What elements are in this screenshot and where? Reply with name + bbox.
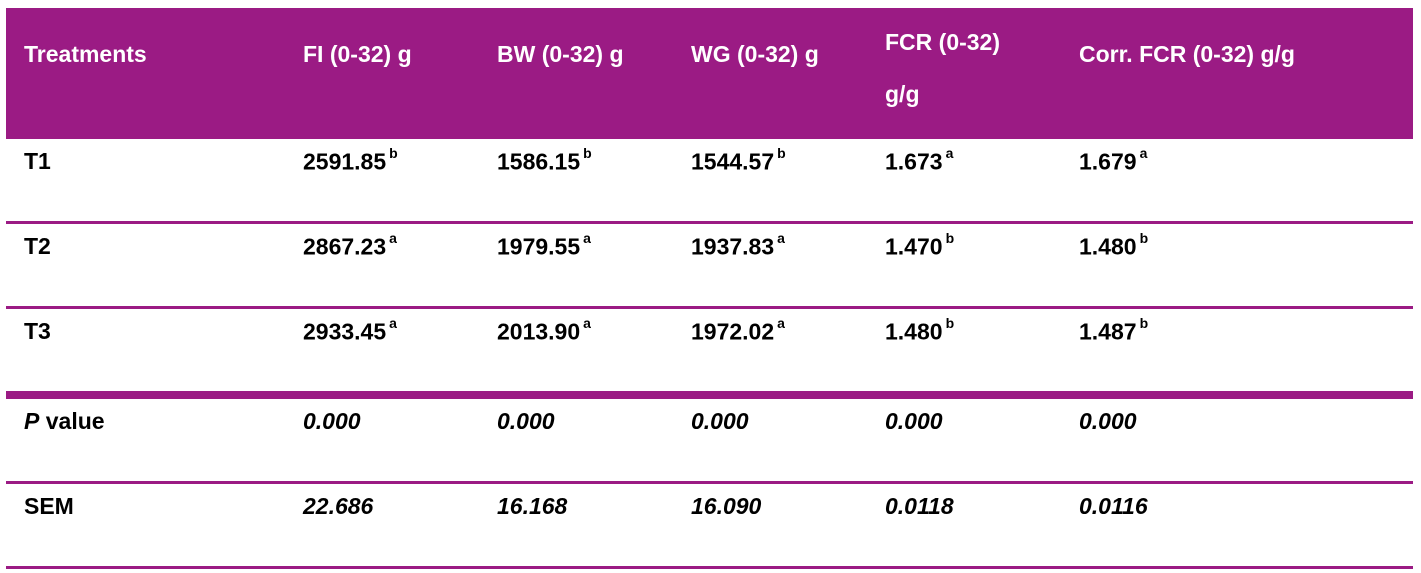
cell-wg: 0.000 bbox=[691, 408, 749, 434]
table-bottom-rule bbox=[6, 566, 1413, 569]
cell-value: 1972.02 bbox=[691, 318, 775, 345]
row-label: T1 bbox=[24, 148, 51, 174]
significance-letter: a bbox=[777, 315, 785, 331]
cell-bw: 0.000 bbox=[497, 408, 555, 434]
cell-bw: 1586.15 b bbox=[497, 145, 592, 176]
significance-letter: a bbox=[583, 230, 591, 246]
cell-wg: 1937.83 a bbox=[691, 230, 785, 261]
cell-wg: 16.090 bbox=[691, 493, 762, 519]
significance-letter: b bbox=[945, 315, 955, 331]
row-divider bbox=[6, 221, 1413, 224]
cell-fcr: 0.000 bbox=[885, 408, 943, 434]
cell-value: 2591.85 bbox=[303, 148, 387, 175]
header-corr-fcr: Corr. FCR (0-32) g/g bbox=[1079, 41, 1295, 67]
cell-value: 1586.15 bbox=[497, 148, 581, 175]
cell-value: 2867.23 bbox=[303, 233, 387, 260]
cell-fcr: 1.673 a bbox=[885, 145, 954, 176]
row-divider bbox=[6, 481, 1413, 484]
table-header: Treatments FI (0-32) g BW (0-32) g WG (0… bbox=[6, 8, 1413, 139]
cell-corr-fcr: 1.487 b bbox=[1079, 315, 1149, 346]
cell-bw: 16.168 bbox=[497, 493, 568, 519]
cell-value: 1.480 bbox=[1079, 233, 1137, 260]
significance-letter: a bbox=[1139, 145, 1148, 161]
cell-corr-fcr: 0.000 bbox=[1079, 408, 1137, 434]
cell-corr-fcr: 1.480 b bbox=[1079, 230, 1149, 261]
cell-fi: 0.000 bbox=[303, 408, 361, 434]
cell-value: 1.487 bbox=[1079, 318, 1137, 345]
section-divider bbox=[6, 391, 1413, 399]
cell-value: 1.480 bbox=[885, 318, 943, 345]
cell-bw: 1979.55 a bbox=[497, 230, 591, 261]
cell-fcr: 1.480 b bbox=[885, 315, 955, 346]
cell-fi: 2933.45 a bbox=[303, 315, 397, 346]
significance-letter: a bbox=[389, 315, 397, 331]
cell-corr-fcr: 0.0116 bbox=[1079, 493, 1148, 519]
cell-value: 1.470 bbox=[885, 233, 943, 260]
table-row-p-value: P value 0.000 0.000 0.000 0.000 0.000 bbox=[6, 399, 1413, 481]
cell-value: 1.673 bbox=[885, 148, 943, 175]
cell-bw: 2013.90 a bbox=[497, 315, 591, 346]
cell-value: 1544.57 bbox=[691, 148, 775, 175]
cell-fcr: 1.470 b bbox=[885, 230, 955, 261]
significance-letter: a bbox=[389, 230, 397, 246]
significance-letter: b bbox=[945, 230, 955, 246]
header-bw: BW (0-32) g bbox=[497, 41, 624, 67]
cell-fi: 2867.23 a bbox=[303, 230, 397, 261]
cell-value: 2933.45 bbox=[303, 318, 387, 345]
cell-corr-fcr: 1.679 a bbox=[1079, 145, 1148, 176]
row-label: SEM bbox=[24, 493, 74, 519]
cell-value: 1937.83 bbox=[691, 233, 775, 260]
table-row-sem: SEM 22.686 16.168 16.090 0.0118 0.0116 bbox=[6, 484, 1413, 566]
p-label-rest: value bbox=[39, 408, 105, 434]
row-divider bbox=[6, 306, 1413, 309]
row-label: T3 bbox=[24, 318, 51, 344]
significance-letter: b bbox=[1139, 315, 1149, 331]
header-wg: WG (0-32) g bbox=[691, 41, 819, 67]
cell-fcr: 0.0118 bbox=[885, 493, 954, 519]
cell-fi: 22.686 bbox=[303, 493, 374, 519]
cell-value: 1979.55 bbox=[497, 233, 581, 260]
significance-letter: b bbox=[777, 145, 786, 161]
header-fcr: FCR (0-32) g/g bbox=[885, 29, 1001, 107]
cell-wg: 1972.02 a bbox=[691, 315, 785, 346]
significance-letter: b bbox=[583, 145, 592, 161]
results-table: Treatments FI (0-32) g BW (0-32) g WG (0… bbox=[6, 8, 1413, 569]
cell-value: 2013.90 bbox=[497, 318, 581, 345]
table-row-t1: T1 2591.85 b 1586.15 b 1544.57 b 1.673 a 1.6… bbox=[6, 139, 1413, 221]
cell-wg: 1544.57 b bbox=[691, 145, 786, 176]
significance-letter: a bbox=[945, 145, 954, 161]
cell-fi: 2591.85 b bbox=[303, 145, 398, 176]
table-row-t3: T3 2933.45 a 2013.90 a 1972.02 a 1.480 b 1.4… bbox=[6, 309, 1413, 391]
row-label: P value bbox=[24, 408, 105, 435]
table-row-t2: T2 2867.23 a 1979.55 a 1937.83 a 1.470 b 1.4… bbox=[6, 224, 1413, 306]
significance-letter: a bbox=[777, 230, 785, 246]
cell-value: 1.679 bbox=[1079, 148, 1137, 175]
header-treatments: Treatments bbox=[24, 41, 147, 67]
header-fi: FI (0-32) g bbox=[303, 41, 412, 67]
p-symbol: P bbox=[24, 408, 40, 434]
significance-letter: a bbox=[583, 315, 591, 331]
significance-letter: b bbox=[389, 145, 398, 161]
significance-letter: b bbox=[1139, 230, 1149, 246]
row-label: T2 bbox=[24, 233, 51, 259]
